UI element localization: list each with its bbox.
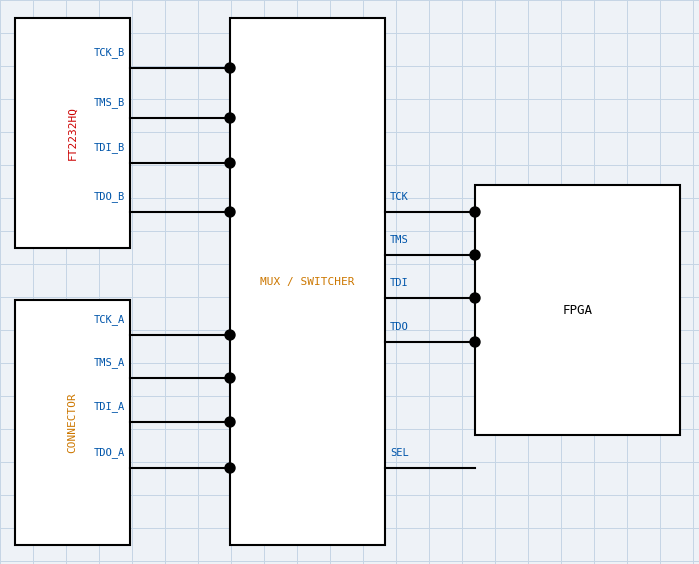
Circle shape <box>470 337 480 347</box>
Bar <box>15 300 130 545</box>
Text: TDI_A: TDI_A <box>94 401 125 412</box>
Text: TDO: TDO <box>390 322 409 332</box>
Circle shape <box>225 373 235 383</box>
Text: TMS_B: TMS_B <box>94 97 125 108</box>
Text: MUX / SWITCHER: MUX / SWITCHER <box>260 276 355 287</box>
Text: CONNECTOR: CONNECTOR <box>68 392 78 453</box>
Text: TCK: TCK <box>390 192 409 202</box>
Circle shape <box>225 113 235 123</box>
Circle shape <box>225 158 235 168</box>
Text: TDI: TDI <box>390 278 409 288</box>
Text: TMS: TMS <box>390 235 409 245</box>
Circle shape <box>470 207 480 217</box>
Text: TMS_A: TMS_A <box>94 357 125 368</box>
Bar <box>230 18 385 545</box>
Circle shape <box>225 207 235 217</box>
Text: SEL: SEL <box>390 448 409 458</box>
Text: TDO_B: TDO_B <box>94 191 125 202</box>
Text: FPGA: FPGA <box>563 303 593 316</box>
Circle shape <box>225 63 235 73</box>
Text: TDO_A: TDO_A <box>94 447 125 458</box>
Circle shape <box>225 463 235 473</box>
Text: TCK_A: TCK_A <box>94 314 125 325</box>
Text: FT2232HQ: FT2232HQ <box>68 106 78 160</box>
Circle shape <box>470 293 480 303</box>
Circle shape <box>470 250 480 260</box>
Circle shape <box>225 417 235 427</box>
Circle shape <box>225 330 235 340</box>
Bar <box>15 18 130 248</box>
Text: TCK_B: TCK_B <box>94 47 125 58</box>
Bar <box>475 185 680 435</box>
Text: TDI_B: TDI_B <box>94 142 125 153</box>
